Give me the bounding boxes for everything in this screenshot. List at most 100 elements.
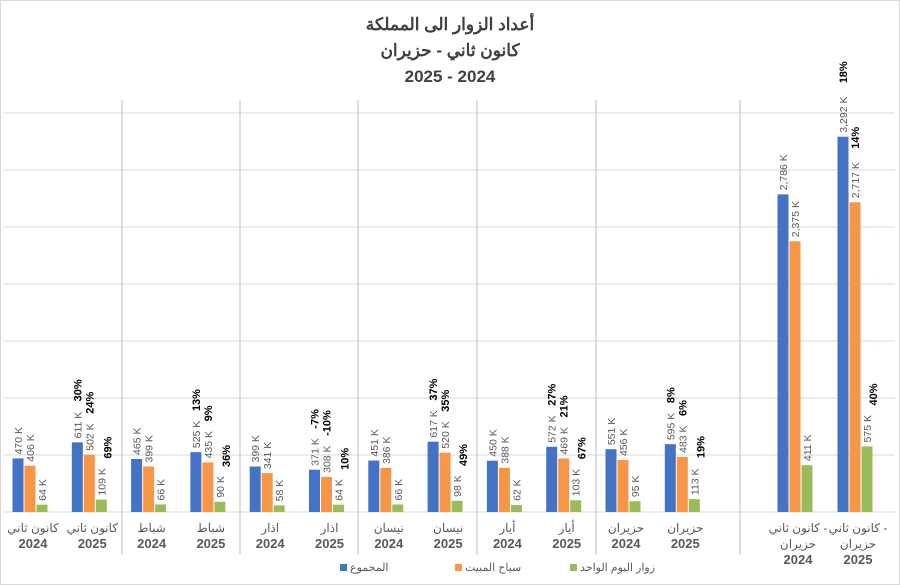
data-label: 66 K [393, 479, 405, 501]
bar-total [486, 460, 498, 512]
data-label: 399 K [144, 435, 156, 462]
bar-total [309, 469, 320, 512]
change-label: 6% [677, 400, 689, 416]
legend-swatch [340, 564, 347, 571]
data-label: 90 K [215, 476, 227, 498]
bar-same-day [688, 499, 700, 512]
change-label: 18% [838, 61, 850, 83]
bar-total [777, 194, 789, 512]
bar-overnight [202, 462, 214, 512]
data-label: 341 K [262, 442, 274, 469]
legend-label: المجموع [350, 562, 388, 574]
change-label: 37% [428, 378, 440, 400]
data-label: 386 K [381, 437, 393, 464]
data-label: 520 K [440, 421, 452, 448]
data-label: 103 K [571, 469, 583, 496]
category-label: اذار [260, 521, 279, 535]
category-label: كانون ثاني - [829, 521, 888, 535]
data-label: 66 K [156, 479, 168, 501]
data-label: 64 K [334, 479, 346, 501]
bar-same-day [36, 504, 48, 512]
category-label: 2025 [671, 536, 700, 551]
category-label: نيسان [433, 521, 463, 535]
bar-overnight [676, 456, 688, 512]
data-label: 95 K [630, 476, 642, 498]
legend-label: سياح المبيت [465, 562, 521, 574]
bar-total [605, 449, 617, 512]
bar-total [190, 452, 202, 512]
bar-total [427, 441, 439, 512]
bar-total [249, 466, 261, 512]
data-label: 572 K [547, 415, 559, 442]
change-label: 9% [203, 405, 215, 421]
bar-total [71, 442, 83, 512]
bar-total [12, 458, 24, 512]
change-label: 14% [850, 127, 862, 149]
category-label: 2025 [552, 536, 581, 551]
change-label: 69% [102, 436, 114, 458]
change-label: 49% [458, 444, 470, 466]
data-label: 575 K [862, 415, 874, 442]
data-label: 399 K [250, 435, 262, 462]
category-label: 2024 [19, 536, 49, 551]
data-label: 113 K [689, 468, 701, 495]
data-label: 456 K [618, 429, 630, 456]
data-label: 64 K [37, 479, 49, 501]
category-label: أيار [558, 520, 575, 535]
change-label: -10% [322, 410, 334, 436]
bar-same-day [510, 504, 522, 512]
category-label: 2025 [434, 536, 463, 551]
legend-swatch [455, 564, 462, 571]
category-label: حزيران [667, 521, 703, 535]
bar-total [368, 460, 380, 512]
category-label: كانون ثاني [7, 521, 59, 535]
bar-same-day [155, 504, 167, 512]
category-label: شباط [137, 521, 165, 535]
change-label: 30% [72, 379, 84, 401]
bar-same-day [214, 501, 226, 512]
bar-same-day [570, 500, 582, 512]
change-label: 40% [868, 383, 880, 405]
bar-overnight [24, 465, 36, 512]
data-label: 2,375 K [790, 201, 802, 237]
category-label: شباط [197, 521, 225, 535]
bar-same-day [273, 505, 285, 512]
data-label: 525 K [191, 421, 203, 448]
data-label: 450 K [487, 429, 499, 456]
change-label: -7% [310, 409, 322, 429]
bar-total [837, 136, 849, 512]
chart-title-line-3: 2025 - 2024 [405, 67, 496, 86]
bar-total [664, 444, 676, 512]
category-label: كانون ثاني - [769, 521, 828, 535]
category-label: 2024 [256, 536, 286, 551]
data-label: 611 K [72, 412, 84, 439]
category-label: نيسان [374, 521, 404, 535]
change-label: 35% [440, 389, 452, 411]
change-label: 67% [577, 437, 589, 459]
data-label: 3,292 K [838, 97, 850, 133]
category-label: كانون ثاني [67, 521, 119, 535]
change-label: 27% [547, 384, 559, 406]
category-label: 2024 [612, 536, 642, 551]
data-label: 483 K [677, 425, 689, 452]
change-label: 19% [695, 436, 707, 458]
bar-overnight [498, 467, 510, 512]
data-label: 388 K [499, 436, 511, 463]
category-label: 2025 [844, 552, 873, 567]
bar-same-day [629, 501, 641, 512]
chart-title-line-2: كانون ثاني - حزيران [380, 41, 520, 61]
legend-label: زوار اليوم الواحد [580, 562, 655, 574]
change-label: 36% [221, 445, 233, 467]
data-label: 98 K [452, 475, 464, 497]
bar-same-day [801, 465, 813, 512]
category-label: 2024 [374, 536, 404, 551]
data-label: 308 K [322, 445, 334, 472]
bar-total [546, 446, 558, 512]
category-label: 2024 [784, 552, 814, 567]
bar-same-day [333, 504, 344, 512]
bar-overnight [261, 473, 273, 512]
category-label: 2024 [137, 536, 167, 551]
data-label: 595 K [665, 413, 677, 440]
